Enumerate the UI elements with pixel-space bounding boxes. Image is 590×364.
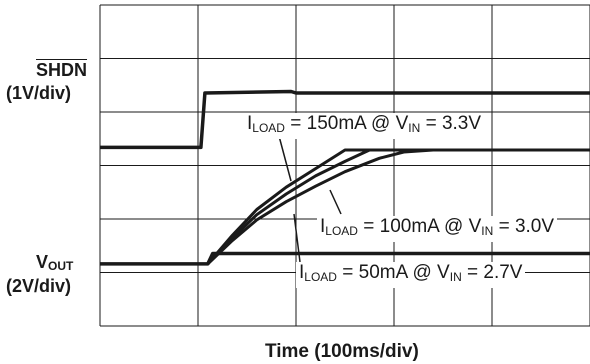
shdn-trace [100,89,590,150]
vout-curve-150ma [206,148,590,265]
shdn-label: SHDN [36,60,88,80]
x-axis-label: Time (100ms/div) [265,341,419,362]
vout-scale-label: (2V/div) [6,276,72,296]
label-50ma: ILOAD = 50mA @ VIN = 2.7V [296,262,526,288]
label-100ma: ILOAD = 100mA @ VIN = 3.0V [317,216,558,242]
vout-curve-50ma [206,148,590,265]
vout-baseline-trace [100,251,590,266]
pointer-50ma [293,213,301,263]
pointer-150ma [278,135,292,182]
plot-traces [100,89,590,266]
label-150ma: ILOAD = 150mA @ VIN = 3.3V [244,113,485,139]
pointer-100ma [329,189,342,215]
vout-label: VOUT [36,251,73,277]
vout-main: V [36,252,49,272]
vout-curve-100ma [206,148,590,265]
annotation-pointers [278,135,342,263]
shdn-scale-label: (1V/div) [6,83,72,103]
vout-sub: OUT [48,259,74,273]
